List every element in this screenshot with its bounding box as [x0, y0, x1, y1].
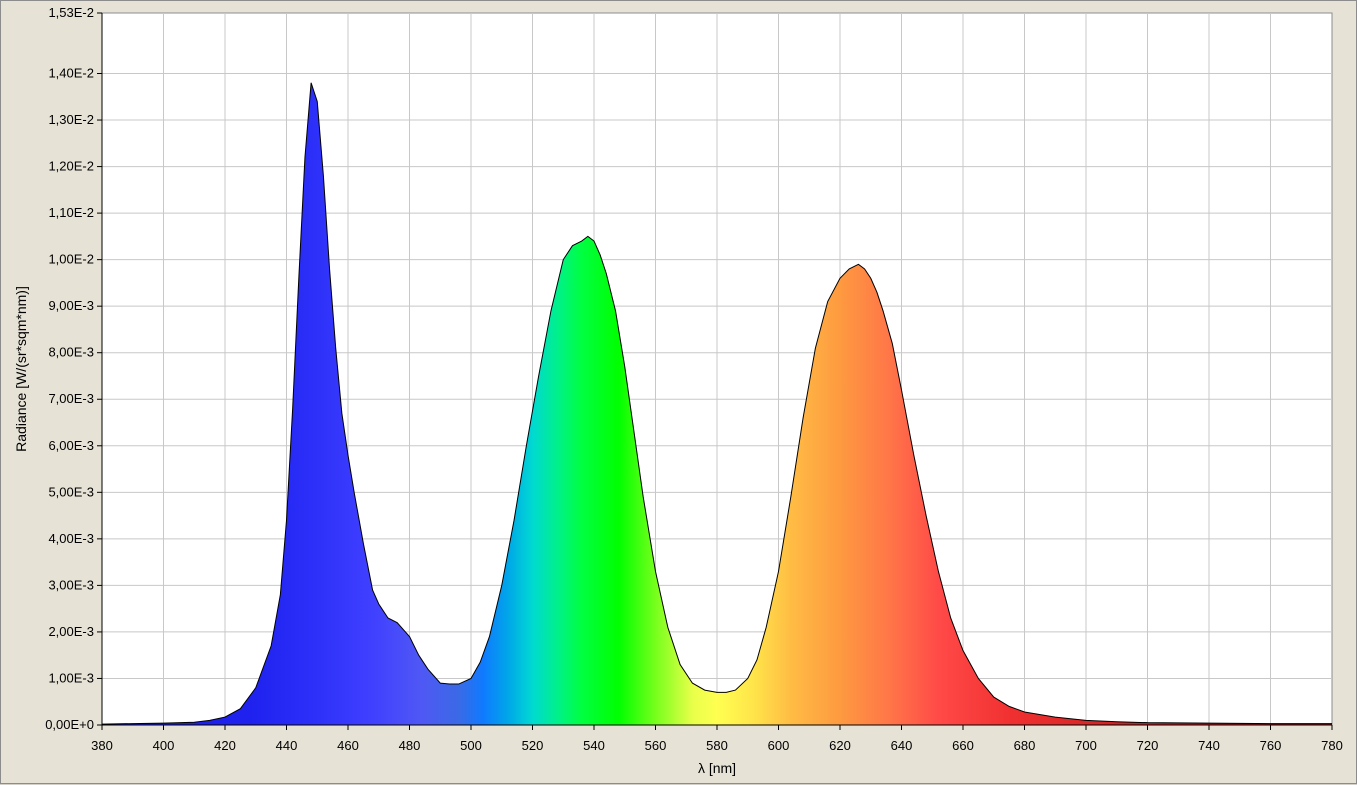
y-tick-label: 2,00E-3 — [48, 624, 94, 639]
x-tick-label: 760 — [1260, 738, 1282, 753]
x-tick-label: 720 — [1137, 738, 1159, 753]
y-tick-label: 1,10E-2 — [48, 205, 94, 220]
x-tick-label: 420 — [214, 738, 236, 753]
x-tick-label: 680 — [1014, 738, 1036, 753]
x-axis-ticks: 380 400 420 440 460 480 500 520 540 560 580 600 620 6… — [91, 725, 1343, 753]
y-tick-label: 7,00E-3 — [48, 391, 94, 406]
x-tick-label: 540 — [583, 738, 605, 753]
x-tick-label: 500 — [460, 738, 482, 753]
y-tick-label: 6,00E-3 — [48, 438, 94, 453]
x-tick-label: 700 — [1075, 738, 1097, 753]
x-tick-label: 640 — [891, 738, 913, 753]
y-tick-label: 1,20E-2 — [48, 159, 94, 174]
x-tick-label: 520 — [522, 738, 544, 753]
y-tick-label: 0,00E+0 — [45, 717, 94, 732]
x-tick-label: 440 — [276, 738, 298, 753]
x-tick-label: 780 — [1321, 738, 1343, 753]
y-axis-ticks: 0,00E+0 1,00E-3 2,00E-3 3,00E-3 4,00E-3 5,00E… — [45, 5, 102, 732]
y-tick-label: 1,40E-2 — [48, 65, 94, 80]
x-axis-title: λ [nm] — [698, 760, 736, 776]
x-tick-label: 480 — [399, 738, 421, 753]
spectrum-line — [101, 82, 1332, 725]
y-tick-label: 8,00E-3 — [48, 345, 94, 360]
x-tick-label: 600 — [768, 738, 790, 753]
y-tick-label: 4,00E-3 — [48, 531, 94, 546]
x-tick-label: 580 — [706, 738, 728, 753]
y-tick-label: 1,30E-2 — [48, 112, 94, 127]
y-tick-label: 1,53E-2 — [48, 5, 94, 20]
x-tick-label: 380 — [91, 738, 113, 753]
x-tick-label: 660 — [952, 738, 974, 753]
x-tick-label: 740 — [1198, 738, 1220, 753]
x-tick-label: 620 — [829, 738, 851, 753]
y-tick-label: 5,00E-3 — [48, 484, 94, 499]
x-tick-label: 560 — [645, 738, 667, 753]
y-tick-label: 9,00E-3 — [48, 298, 94, 313]
y-tick-label: 1,00E-2 — [48, 252, 94, 267]
x-tick-label: 460 — [337, 738, 359, 753]
y-tick-label: 3,00E-3 — [48, 577, 94, 592]
x-tick-label: 400 — [153, 738, 175, 753]
y-tick-label: 1,00E-3 — [48, 670, 94, 685]
y-axis-title: Radiance [W/(sr*sqm*nm)] — [13, 286, 29, 452]
